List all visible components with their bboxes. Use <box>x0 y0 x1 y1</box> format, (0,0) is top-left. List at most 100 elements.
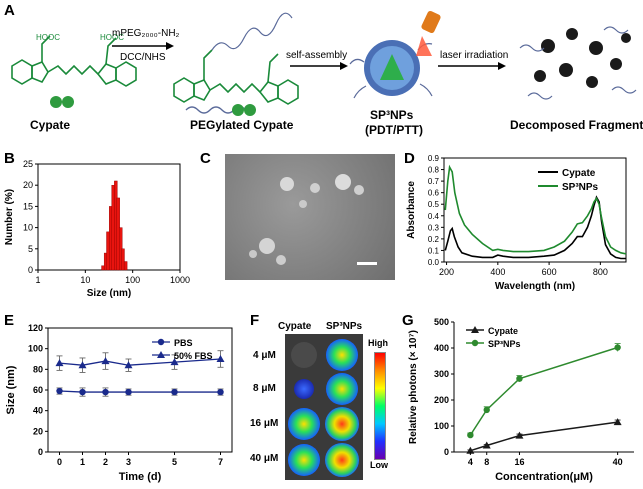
x-tick-label: 0 <box>57 457 62 467</box>
cypate-caption: Cypate <box>30 118 71 132</box>
f-row-label: 40 μM <box>250 453 279 464</box>
photon-chart: 4 8 16 400100200300400500Concentration(μM)R… <box>408 317 634 483</box>
x-axis-label: Time (d) <box>119 471 162 483</box>
y-tick-label: 100 <box>28 344 43 354</box>
data-point <box>124 361 133 369</box>
x-tick-label: 800 <box>593 267 608 277</box>
y-tick-label: 100 <box>434 421 449 431</box>
x-tick-label: 8 <box>484 457 489 467</box>
data-point <box>125 388 132 396</box>
legend-marker <box>157 338 165 346</box>
data-point <box>170 358 179 366</box>
panel-a-scheme <box>11 10 637 116</box>
y-tick-label: 0.9 <box>428 154 440 163</box>
y-tick-label: 5 <box>28 244 33 254</box>
panel-c-label: C <box>200 150 211 167</box>
y-tick-label: 0.5 <box>428 200 440 209</box>
y-tick-label: 20 <box>23 180 33 190</box>
y-axis-label: Absorbance <box>406 181 417 239</box>
data-point <box>79 388 86 396</box>
legend-label: 50% FBS <box>174 351 213 361</box>
y-tick-label: 80 <box>33 364 43 374</box>
panel-e-label: E <box>4 312 15 329</box>
y-tick-label: 0 <box>444 447 449 457</box>
data-point <box>482 441 491 449</box>
panel-a-label: A <box>4 2 15 19</box>
x-tick-label: 400 <box>490 267 505 277</box>
histogram-bar <box>123 261 128 271</box>
data-point <box>56 387 63 395</box>
data-point <box>55 359 64 367</box>
peg-bead-icon <box>232 104 244 116</box>
histogram-bar <box>121 248 125 271</box>
y-tick-label: 10 <box>23 223 33 233</box>
f-row-label: 8 μM <box>253 383 276 394</box>
plot-frame <box>47 327 233 453</box>
data-point <box>613 418 622 426</box>
pegylated-caption: PEGylated Cypate <box>190 118 294 132</box>
data-point <box>217 388 224 396</box>
panel-d-label: D <box>404 150 415 167</box>
y-tick-label: 0.8 <box>428 166 440 175</box>
data-point <box>101 357 110 365</box>
data-point <box>515 431 524 439</box>
step3-label: laser irradiation <box>440 50 509 61</box>
x-tick-label: 100 <box>125 275 140 285</box>
f-row-label: 4 μM <box>253 350 276 361</box>
cypate-bead-icon <box>62 96 74 108</box>
data-point <box>171 388 178 396</box>
absorbance-chart: 200 400 600 800 0.0 0.1 0.2 0.3 0.4 0.5 0.6 0.7 0.8 0… <box>406 154 627 292</box>
legend-label: Cypate <box>488 326 518 336</box>
spectrum-line <box>444 164 627 255</box>
nanoparticle-icon <box>349 40 433 99</box>
cooh-label-2: HOOC <box>100 33 124 42</box>
x-axis-label: Wavelength (nm) <box>495 281 575 292</box>
data-point <box>467 431 474 439</box>
y-tick-label: 40 <box>33 406 43 416</box>
data-point <box>516 375 523 382</box>
cypate-structure <box>11 35 137 87</box>
y-axis-label: Size (nm) <box>5 365 17 414</box>
data-point <box>216 355 225 362</box>
y-tick-label: 200 <box>434 395 449 405</box>
legend-label: PBS <box>174 338 193 348</box>
fragments-caption: Decomposed Fragments <box>510 118 643 132</box>
legend-label: Cypate <box>562 168 596 179</box>
y-tick-label: 0.6 <box>428 189 440 198</box>
nps-mode: (PDT/PTT) <box>365 123 423 137</box>
stability-chart: 0 1 2 3 5 7 0 20 40 60 80 100 120 Time (d) Size (nm) PB… <box>5 323 233 483</box>
y-tick-label: 60 <box>33 385 43 395</box>
y-tick-label: 0 <box>28 265 33 275</box>
cypate-bead-icon <box>50 96 62 108</box>
x-axis-label: Size (nm) <box>87 288 131 299</box>
y-tick-label: 0.7 <box>428 177 440 186</box>
legend-label: SP³NPs <box>562 182 599 193</box>
panel-f-label: F <box>250 312 260 329</box>
y-tick-label: 0.3 <box>428 223 440 232</box>
data-point <box>614 344 621 351</box>
x-tick-label: 2 <box>103 457 108 467</box>
peg-bead-icon <box>244 104 256 116</box>
panel-b-label: B <box>4 150 15 167</box>
y-tick-label: 0.4 <box>428 212 440 221</box>
y-tick-label: 0.2 <box>428 235 440 244</box>
y-tick-label: 0.0 <box>428 258 440 267</box>
color-scale-bar <box>374 352 386 460</box>
tem-image <box>225 154 395 280</box>
pegylated-structure <box>173 49 299 105</box>
tem-particles <box>249 174 377 265</box>
step2-label: self-assembly <box>286 50 348 61</box>
plot-frame <box>443 157 627 263</box>
f-row-label: 16 μM <box>250 418 279 429</box>
data-point <box>78 361 87 369</box>
y-tick-label: 15 <box>23 201 33 211</box>
nps-caption: SP³NPs <box>370 108 414 122</box>
laser-icon <box>416 10 441 56</box>
y-tick-label: 20 <box>33 426 43 436</box>
fragments-icon <box>519 26 637 100</box>
step1-catalyst: DCC/NHS <box>120 52 166 63</box>
y-axis-label: Number (%) <box>4 189 15 245</box>
y-axis-label: Relative photons (× 10⁷) <box>408 330 419 444</box>
x-tick-label: 16 <box>514 457 524 467</box>
